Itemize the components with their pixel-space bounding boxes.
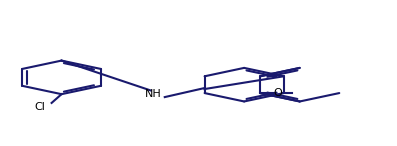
Text: O: O: [273, 88, 281, 98]
Text: NH: NH: [145, 89, 161, 99]
Text: Cl: Cl: [34, 102, 45, 112]
